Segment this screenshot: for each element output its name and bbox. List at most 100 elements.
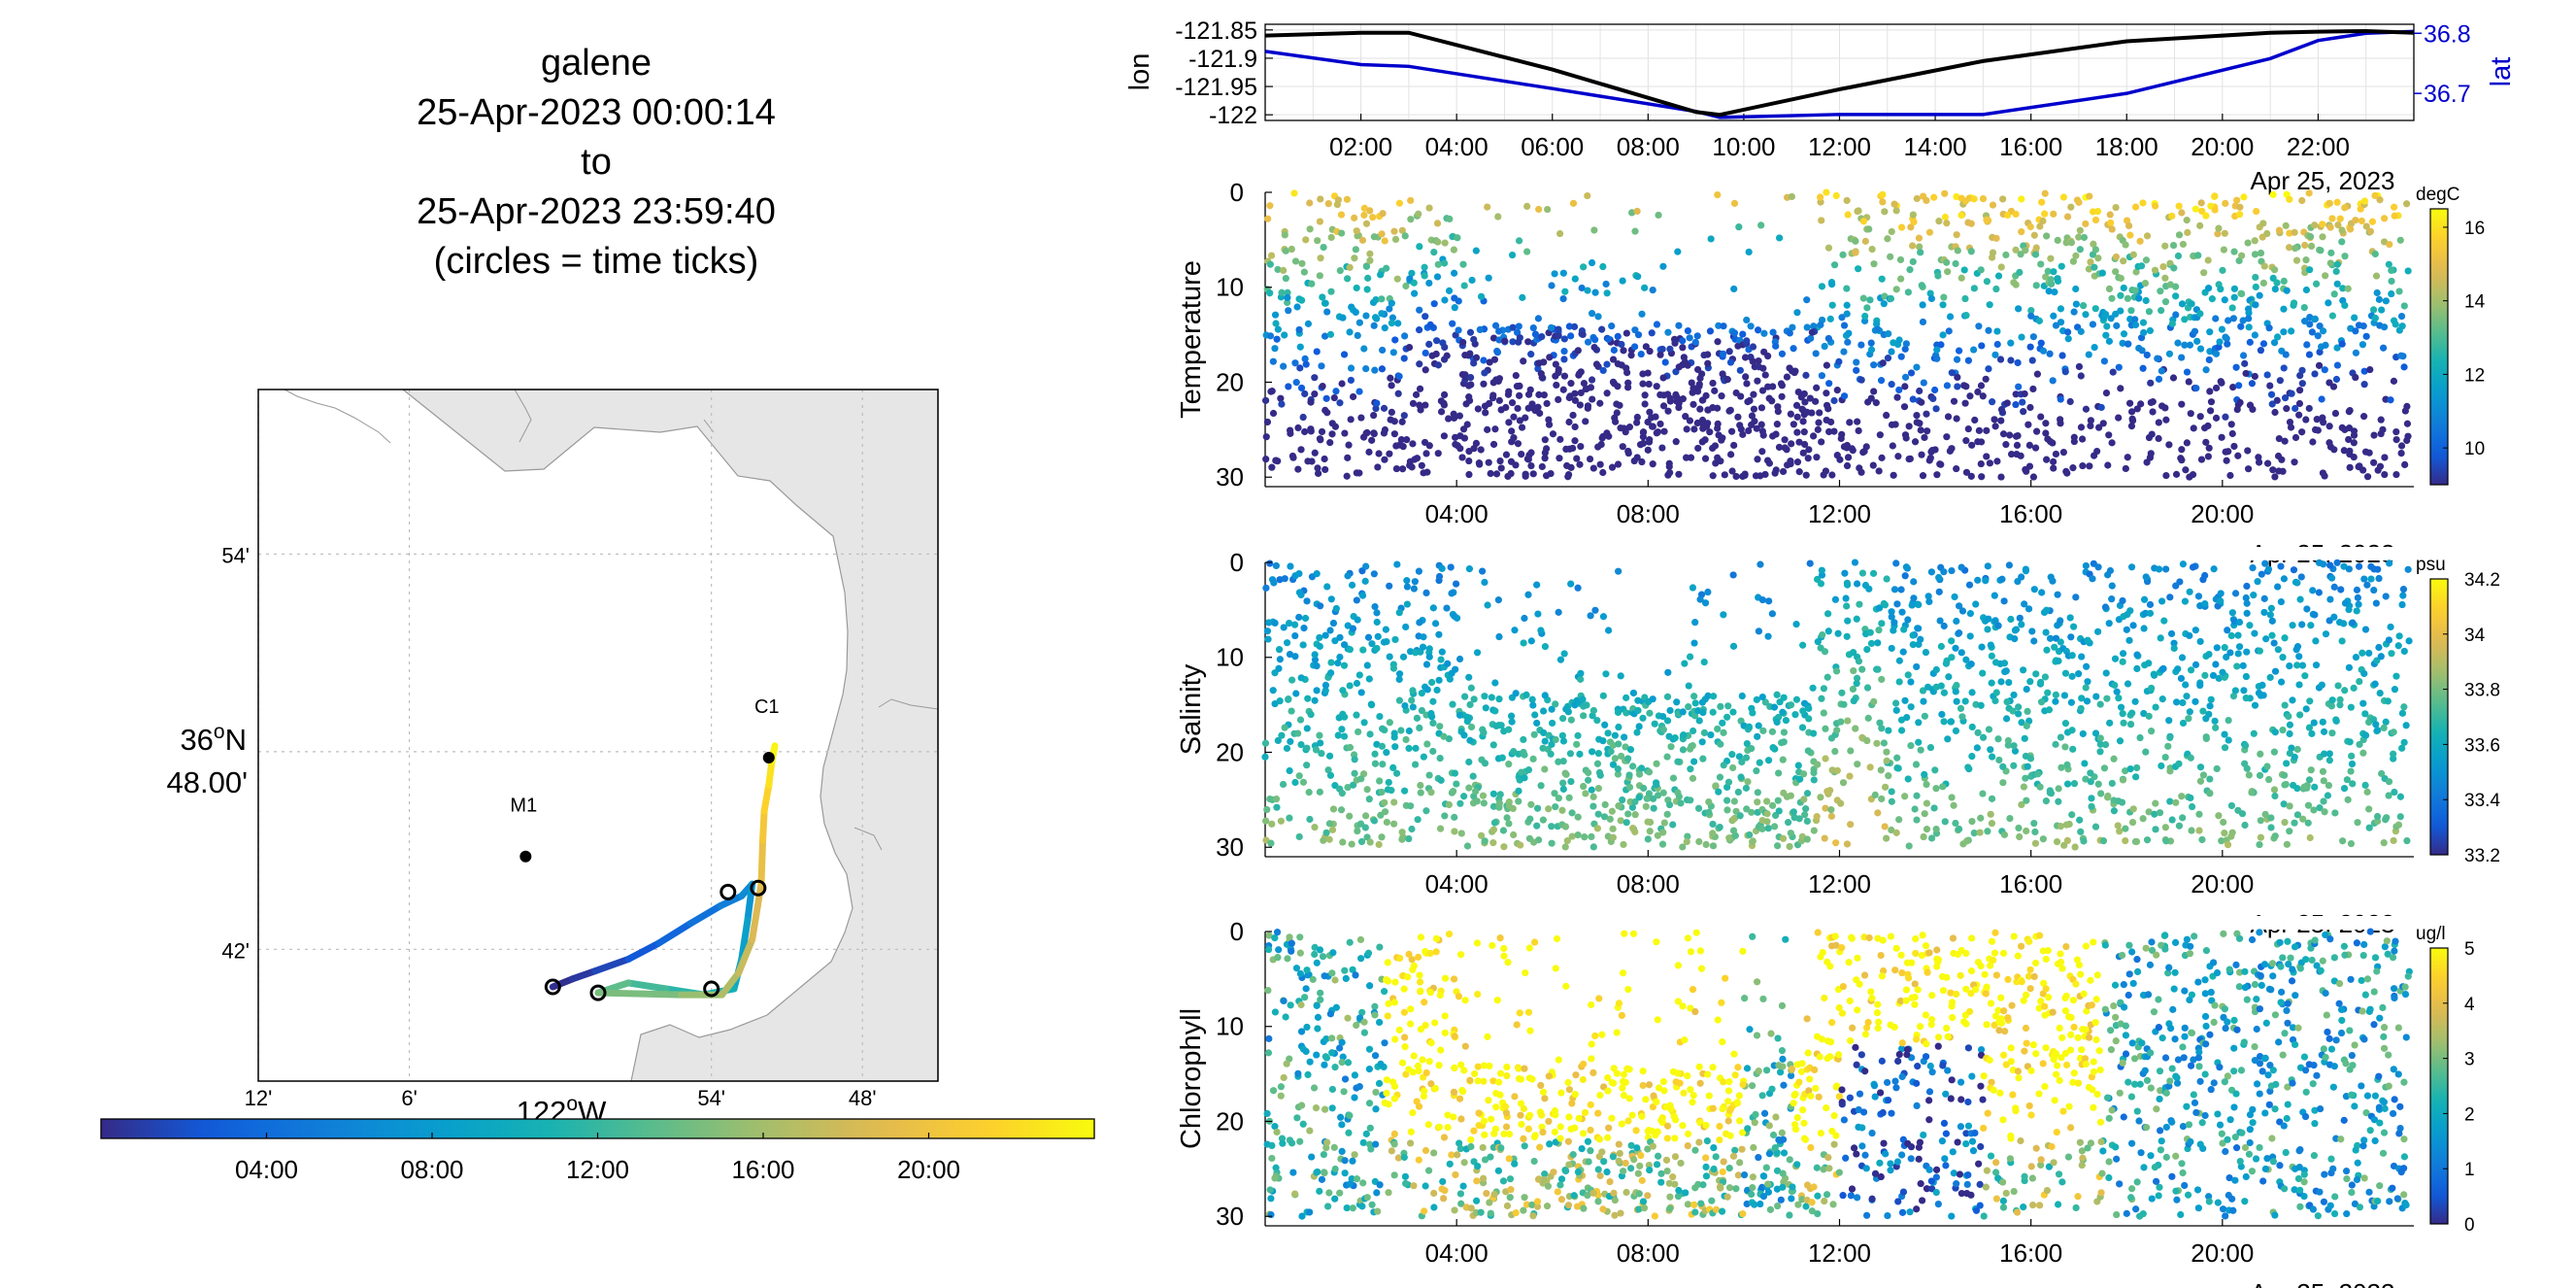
profile-point (1524, 390, 1533, 398)
profile-point (1461, 997, 1469, 1004)
profile-point (2276, 377, 2284, 385)
profile-point (2183, 368, 2191, 376)
profile-point (1868, 245, 1876, 254)
profile-point (1591, 606, 1599, 614)
profile-x-tick-label: 04:00 (1425, 499, 1489, 528)
profile-point (1334, 731, 1342, 739)
profile-point (1812, 350, 1820, 357)
profile-point (1843, 581, 1852, 589)
profile-point (1743, 337, 1751, 345)
profile-point (1318, 750, 1325, 758)
profile-point (1931, 766, 1939, 774)
profile-point (1585, 768, 1592, 777)
profile-colorbar-tick-label: 34 (2464, 626, 2486, 646)
profile-point (2311, 425, 2320, 434)
profile-point (1625, 771, 1633, 779)
profile-point (1363, 786, 1371, 794)
profile-point (1926, 454, 1934, 462)
profile-point (1896, 255, 1905, 264)
station-marker (762, 751, 775, 763)
profile-point (1880, 739, 1888, 747)
profile-point (2301, 672, 2309, 680)
profile-point (1857, 468, 1865, 476)
profile-point (1440, 1134, 1449, 1141)
profile-point (2228, 829, 2236, 836)
profile-point (1321, 687, 1329, 695)
profile-point (1985, 615, 1992, 623)
profile-point (1738, 758, 1746, 766)
profile-point (1506, 1194, 1514, 1202)
profile-point (1287, 737, 1294, 746)
profile-point (1299, 413, 1307, 422)
profile-point (2286, 195, 2293, 203)
profile-point (2385, 636, 2392, 644)
profile-point (1287, 1001, 1294, 1009)
profile-point (2271, 667, 2280, 675)
profile-point (1974, 729, 1982, 736)
profile-point (1688, 379, 1695, 387)
profile-point (2042, 420, 2050, 427)
profile-point (1517, 1111, 1524, 1119)
profile-point (1460, 1159, 1468, 1167)
profile-point (1583, 701, 1590, 709)
profile-point (1262, 584, 1270, 592)
profile-point (1691, 338, 1699, 346)
profile-point (1344, 572, 1352, 580)
profile-point (1421, 999, 1428, 1006)
profile-point (1933, 346, 1941, 354)
profile-point (1266, 332, 1275, 340)
profile-point (1763, 797, 1771, 805)
profile-point (1907, 703, 1915, 711)
profile-point (1293, 1114, 1301, 1122)
profile-point (1756, 560, 1764, 568)
profile-point (1920, 832, 1927, 841)
profile-point (1970, 830, 1978, 837)
profile-point (1953, 356, 1961, 363)
profile-point (2345, 435, 2353, 444)
profile-point (1461, 693, 1469, 700)
profile-point (1758, 387, 1767, 394)
profile-point (1571, 423, 1579, 431)
profile-point (1888, 826, 1895, 834)
profile-point (1271, 1123, 1279, 1131)
profile-point (1484, 425, 1491, 433)
profile-point (1266, 1186, 1274, 1194)
profile-point (2300, 783, 2308, 791)
profile-point (1967, 661, 1975, 668)
profile-point (2067, 239, 2076, 247)
profile-point (2002, 251, 2010, 259)
profile-point (2230, 248, 2238, 255)
profile-point (1714, 338, 1722, 346)
profile-point (1307, 427, 1315, 435)
profile-point (1389, 820, 1398, 828)
profile-point (1594, 785, 1603, 793)
profile-point (1380, 988, 1388, 996)
profile-point (1897, 353, 1905, 360)
profile-point (1325, 1189, 1333, 1197)
profile-point (1871, 791, 1879, 799)
profile-point (1581, 833, 1589, 841)
profile-point (1368, 640, 1376, 648)
profile-point (1743, 380, 1751, 388)
profile-point (1991, 416, 1998, 424)
profile-point (2200, 269, 2208, 277)
profile-point (1359, 1179, 1367, 1187)
profile-point (2404, 565, 2412, 573)
profile-point (1977, 266, 1985, 274)
profile-point (2169, 242, 2178, 250)
profile-point (1441, 239, 1449, 247)
profile-point (2270, 266, 2279, 274)
profile-point (1786, 842, 1793, 851)
map-lat-tick-label: 42' (221, 938, 250, 963)
profile-point (1919, 318, 1927, 326)
profile-point (1298, 1102, 1306, 1109)
profile-point (1373, 1189, 1381, 1197)
profile-point (1909, 395, 1917, 403)
profile-point (1397, 727, 1405, 734)
profile-point (2206, 790, 2214, 797)
profile-point (1400, 1008, 1409, 1016)
profile-point (2028, 627, 2036, 635)
profile-point (2325, 757, 2333, 764)
profile-point (2018, 800, 2025, 809)
profile-point (2096, 748, 2104, 756)
